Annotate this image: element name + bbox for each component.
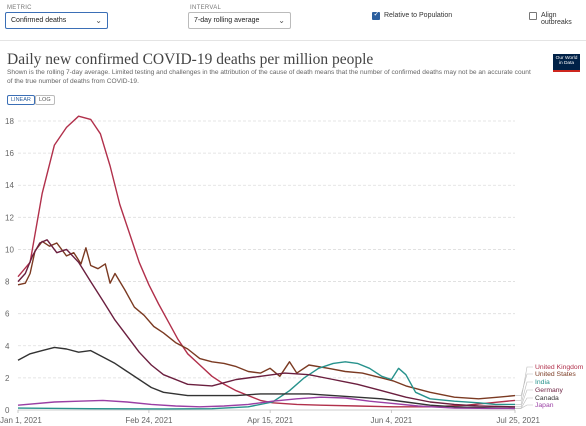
- legend-label-germany[interactable]: Germany: [535, 387, 564, 394]
- metric-select-value: Confirmed deaths: [11, 17, 67, 24]
- x-axis: Jan 1, 2021 Feb 24, 2021 Apr 15, 2021 Jun 4…: [0, 410, 541, 425]
- relative-to-population-checkbox[interactable]: [372, 10, 380, 20]
- legend-connector: [515, 381, 533, 405]
- interval-select-value: 7-day rolling average: [194, 17, 260, 24]
- y-tick-label: 4: [5, 342, 10, 351]
- y-tick-label: 16: [5, 149, 14, 158]
- y-tick-label: 8: [5, 278, 10, 287]
- interval-label: INTERVAL: [190, 5, 222, 11]
- align-outbreaks-label[interactable]: Align outbreaks: [541, 12, 572, 26]
- interval-select[interactable]: 7-day rolling average ⌄: [188, 12, 291, 29]
- series-line-japan[interactable]: [17, 396, 515, 410]
- legend-connector: [515, 373, 533, 396]
- linear-scale-button[interactable]: LINEAR: [7, 95, 35, 105]
- x-tick-label: Jul 25, 2021: [496, 416, 540, 425]
- grid-lines: [18, 120, 515, 411]
- legend-connector: [515, 404, 533, 409]
- y-tick-label: 6: [5, 310, 10, 319]
- series-line-india[interactable]: [17, 361, 515, 410]
- y-axis: 0 2 4 6 8 10 12 14 16 18: [5, 117, 14, 415]
- legend-label-united-kingdom[interactable]: United Kingdom: [535, 364, 584, 371]
- logo-line-1: Our World: [555, 55, 578, 61]
- x-tick-label: Apr 15, 2021: [247, 416, 293, 425]
- logo-line-2: in Data: [558, 61, 575, 66]
- series-line-germany[interactable]: [17, 239, 516, 408]
- chevron-down-icon: ⌄: [278, 16, 285, 25]
- owid-logo[interactable]: Our World in Data: [553, 54, 580, 72]
- legend-label-united-states[interactable]: United States: [535, 371, 576, 378]
- x-tick-label: Feb 24, 2021: [125, 416, 173, 425]
- y-tick-label: 10: [5, 245, 14, 254]
- x-tick-label: Jan 1, 2021: [0, 416, 42, 425]
- relative-to-population-label[interactable]: Relative to Population: [384, 12, 453, 19]
- y-tick-label: 12: [5, 213, 14, 222]
- line-chart[interactable]: 0 2 4 6 8 10 12 14 16 18 Jan 1, 2021 Feb 24, 2021 A…: [0, 108, 586, 426]
- chart-title: Daily new confirmed COVID-19 deaths per …: [7, 51, 374, 68]
- series-line-united-states[interactable]: [17, 240, 516, 400]
- series-lines: [17, 115, 516, 410]
- y-tick-label: 14: [5, 181, 14, 190]
- legend-label-india[interactable]: India: [535, 379, 550, 386]
- chart-subtitle: Shown is the rolling 7-day average. Limi…: [7, 69, 531, 85]
- align-outbreaks-checkbox[interactable]: [529, 12, 537, 20]
- metric-select[interactable]: Confirmed deaths ⌄: [5, 12, 108, 29]
- controls-divider: [0, 40, 586, 41]
- y-tick-label: 18: [5, 117, 14, 126]
- legend-connector: [515, 389, 533, 408]
- metric-label: METRIC: [7, 5, 32, 11]
- y-tick-label: 2: [5, 374, 10, 383]
- chevron-down-icon: ⌄: [95, 16, 102, 25]
- log-scale-button[interactable]: LOG: [35, 95, 55, 105]
- legend-label-canada[interactable]: Canada: [535, 395, 559, 402]
- legend-label-japan[interactable]: Japan: [535, 402, 554, 409]
- x-tick-label: Jun 4, 2021: [370, 416, 412, 425]
- series-line-canada[interactable]: [17, 346, 516, 410]
- y-tick-label: 0: [5, 406, 10, 415]
- series-line-united-kingdom[interactable]: [17, 115, 516, 408]
